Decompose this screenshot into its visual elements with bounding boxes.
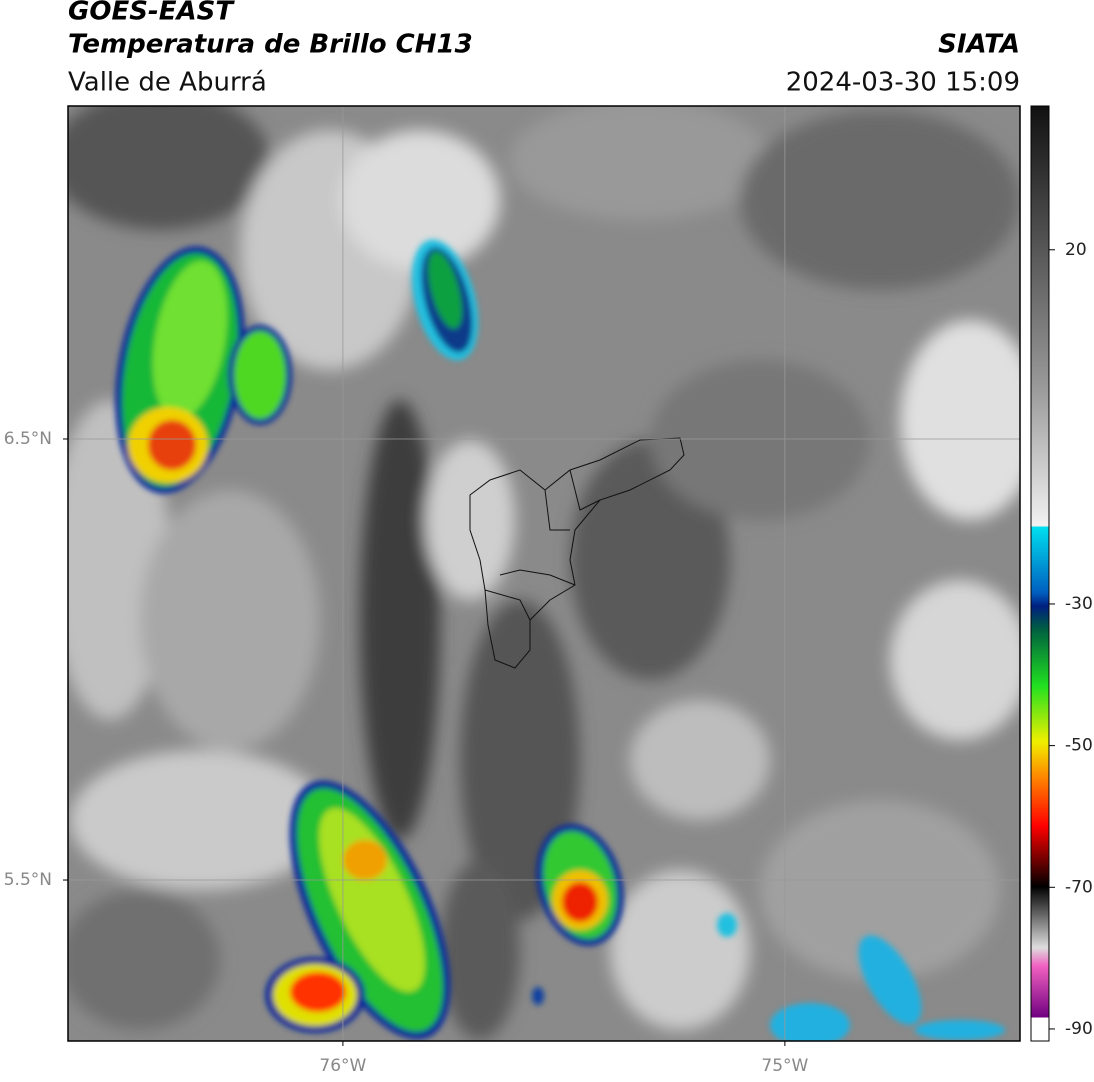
colorbar-tick-label: 20 [1065, 240, 1087, 260]
graticule [68, 106, 1020, 1041]
x-tick-label: 75°W [761, 1056, 808, 1076]
source: SIATA [938, 30, 1020, 60]
region: Valle de Aburrá [68, 68, 267, 98]
title: GOES-EAST [68, 0, 235, 27]
y-tick-label: 6.5°N [4, 429, 52, 449]
colorbar-tick-label: -30 [1065, 594, 1093, 614]
y-tick-label: 5.5°N [4, 870, 52, 890]
satellite-image [68, 106, 1020, 1041]
colorbar-tick-label: -70 [1065, 877, 1093, 897]
colorbar [1030, 105, 1050, 1042]
colorbar-tick-label: -90 [1065, 1019, 1093, 1039]
subtitle: Temperatura de Brillo CH13 [68, 30, 473, 60]
colorbar-tick-label: -50 [1065, 736, 1093, 756]
datetime: 2024-03-30 15:09 [786, 68, 1020, 98]
x-tick-label: 76°W [319, 1056, 366, 1076]
aburra-outline [469, 437, 685, 669]
map-frame [67, 105, 1021, 1042]
